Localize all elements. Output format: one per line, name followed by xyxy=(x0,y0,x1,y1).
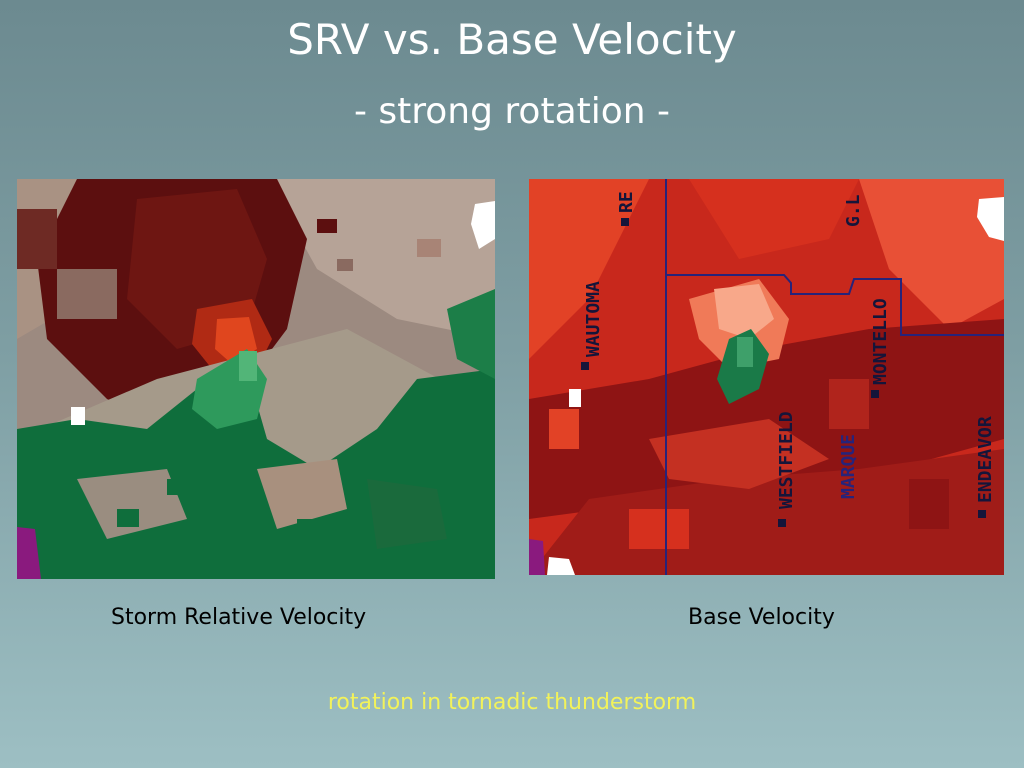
base-caption: Base Velocity xyxy=(688,605,835,630)
town-label-endeavor: ENDEAVOR xyxy=(975,416,996,503)
footnote: rotation in tornadic thunderstorm xyxy=(327,690,697,715)
town-label-re: RE xyxy=(616,191,637,213)
town-label-westfield: WESTFIELD xyxy=(776,411,797,509)
slide-subtitle: - strong rotation - xyxy=(353,91,671,132)
town-label-marque: MARQUE xyxy=(838,434,859,499)
slide-title: SRV vs. Base Velocity xyxy=(287,15,737,64)
srv-radar-svg xyxy=(17,179,495,579)
base-radar-image: WAUTOMA RE G.L MONTELLO WESTFIELD MARQUE… xyxy=(529,179,1004,575)
base-radar-svg: WAUTOMA RE G.L MONTELLO WESTFIELD MARQUE… xyxy=(529,179,1004,575)
srv-radar-image xyxy=(17,179,495,579)
srv-caption: Storm Relative Velocity xyxy=(111,605,367,630)
town-label-montello: MONTELLO xyxy=(870,298,891,385)
town-label-wautoma: WAUTOMA xyxy=(583,281,604,357)
town-label-gl: G.L xyxy=(843,194,864,227)
